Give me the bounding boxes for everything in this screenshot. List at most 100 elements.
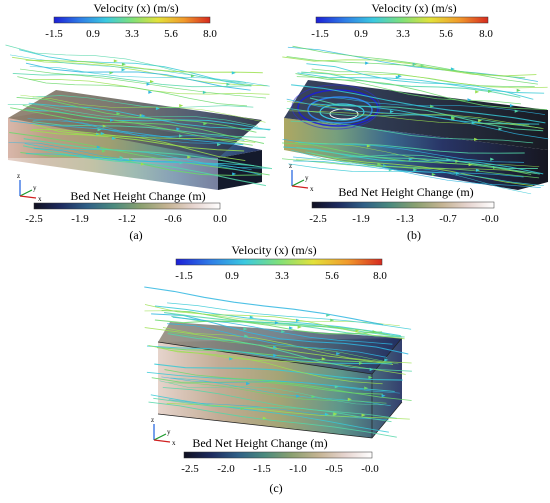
axis-triad: z y x [17,172,42,203]
bed-colorbar [311,201,495,209]
axis-label-x: x [38,195,42,203]
streamline [12,56,268,87]
streamline [289,110,530,126]
streamline [296,158,536,174]
bed-tick: -2.0 [217,463,235,475]
streamline-arrow [431,172,436,177]
streamline-arrow [262,416,267,420]
streamline [306,63,534,100]
streamline [154,319,383,335]
streamline-arrow [289,326,294,330]
bed-colorbar-ticks: -2.5 -1.9 -1.3 -0.7 -0.0 [309,213,499,225]
bed-tick: -0.7 [439,213,457,225]
streamline-arrow [333,412,338,416]
streamline [162,327,412,364]
streamline-arrow [176,127,181,131]
streamline [20,94,266,123]
streamline-arrow [451,116,456,120]
streamline-arrow [516,88,521,92]
streamline-arrow [321,357,326,361]
bed-tick: -2.5 [181,463,199,475]
velocity-tick: 0.9 [354,28,368,40]
streamline-arrow [389,109,394,114]
streamline [33,118,245,141]
axis-label-y: y [33,184,37,192]
streamline-arrow [295,318,300,322]
axis-label-x: x [310,185,314,193]
streamline [24,143,270,169]
streamline [12,72,252,88]
streamline-arrow [179,134,184,138]
streamline-arrow [509,103,514,108]
bed-colorbar-title: Bed Net Height Change (m) [70,189,205,203]
streamline [146,345,393,365]
streamline [286,56,526,79]
bed-tick: -0.6 [164,213,182,225]
streamline [309,97,544,132]
velocity-colorbar-title: Velocity (x) (m/s) [371,1,456,15]
axis-label-z: z [17,172,20,180]
streamline [281,158,540,179]
streamline [296,147,540,175]
streamline-arrow [475,168,480,172]
bed-side-face [284,118,548,190]
streamline [25,59,263,74]
streamline-arrow [129,157,134,162]
streamline [29,66,270,87]
streamline-arrow [113,59,118,63]
bed-tick: -1.9 [71,213,89,225]
streamline [7,104,258,127]
velocity-tick: 5.6 [325,270,339,282]
streamline-arrow [273,353,278,357]
streamline-arrow [121,68,126,72]
streamline [153,397,392,423]
axis-label-x: x [172,439,176,447]
velocity-tick: 3.3 [125,28,139,40]
streamlines [281,45,549,195]
streamline [25,62,251,91]
axis-label-y: y [167,428,171,436]
streamline [291,84,546,124]
velocity-colorbar [315,16,489,24]
velocity-tick: -1.5 [45,28,63,40]
streamline-arrow [97,128,102,132]
streamline [310,103,540,125]
streamline-arrow [109,71,114,75]
streamline [295,73,548,110]
streamline-arrow [334,385,339,389]
velocity-tick: -1.5 [175,270,193,282]
bed-colorbar-ticks: -2.5 -1.9 -1.2 -0.6 0.0 [25,213,227,225]
flow-domain [144,286,412,439]
velocity-tick: 0.9 [225,270,239,282]
panel-a-figure: Velocity (x) (m/s) -1.5 0.9 3.3 5.6 8.0 [5,1,273,242]
streamline [164,369,412,401]
streamline [148,345,383,385]
streamline [168,382,387,404]
streamline-arrow [231,71,236,75]
velocity-tick: 0.9 [86,28,100,40]
streamline-arrow [148,90,153,94]
streamline [150,394,389,433]
velocity-tick: 8.0 [479,28,493,40]
streamline [298,142,525,154]
streamline [164,312,402,338]
streamline-arrow [413,168,418,172]
streamline-arrow [281,329,286,334]
streamline [286,98,549,140]
streamline [30,129,245,152]
streamlines [5,44,273,187]
flow-domain [281,45,549,195]
streamline [296,76,522,105]
streamline-arrow [467,98,472,102]
streamline-arrow [226,82,231,86]
streamline-arrow [366,144,371,148]
bed-tick: -1.2 [118,213,135,225]
streamline [167,333,412,372]
streamline-arrow [296,394,301,398]
streamline [311,96,546,115]
streamline-arrow [336,352,341,356]
streamline [10,107,264,144]
streamline-arrow [498,127,503,131]
bed-colorbar-ticks: -2.5 -2.0 -1.5 -1.0 -0.5 -0.0 [181,463,379,475]
streamline [310,71,548,89]
